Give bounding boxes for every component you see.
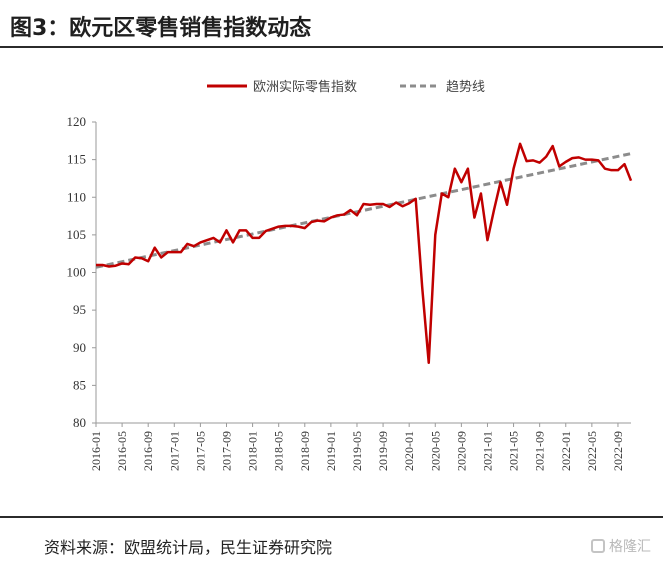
axes: 80 85 90 95 100 105 110 115 120 2016-01 2016-05 201… (67, 114, 631, 471)
y-tick-label: 110 (67, 189, 86, 204)
x-tick-label: 2017-09 (219, 431, 233, 471)
y-tick-label: 100 (67, 265, 87, 280)
x-tick-label: 2019-09 (376, 431, 390, 471)
legend-label-actual: 欧洲实际零售指数 (253, 79, 357, 95)
x-tick-label: 2018-05 (272, 431, 286, 471)
series-layer (95, 142, 633, 365)
y-tick-label: 85 (73, 377, 86, 392)
watermark-text: 格隆汇 (609, 539, 651, 555)
x-tick-label: 2018-09 (298, 431, 312, 471)
y-tick-label: 90 (73, 340, 86, 355)
x-tick-label: 2021-09 (533, 431, 547, 471)
series-line-actual-retail (96, 142, 633, 365)
x-tick-label: 2016-05 (115, 431, 129, 471)
y-tick-label: 95 (73, 302, 86, 317)
x-tick-label: 2022-09 (611, 431, 625, 471)
x-tick-label: 2016-01 (89, 431, 103, 471)
chart-title: 图3：欧元区零售销售指数动态 (10, 16, 312, 41)
y-tick-label: 80 (73, 415, 86, 430)
x-tick-label: 2018-01 (246, 431, 260, 471)
x-tick-label: 2020-09 (454, 431, 468, 471)
watermark: 格隆汇 (591, 536, 651, 556)
x-tick-label: 2019-01 (324, 431, 338, 471)
x-tick-label: 2022-05 (585, 431, 599, 471)
legend: 欧洲实际零售指数 趋势线 (207, 79, 485, 95)
x-tick-label: 2021-01 (480, 431, 494, 471)
x-tick-label: 2020-05 (428, 431, 442, 471)
source-note: 资料来源：欧盟统计局，民生证券研究院 (44, 538, 333, 557)
title-divider (0, 46, 663, 48)
footer-divider (0, 516, 663, 518)
trend-line (95, 152, 632, 269)
y-tick-label: 105 (67, 227, 87, 242)
x-tick-label: 2021-05 (507, 431, 521, 471)
x-tick-label: 2017-01 (167, 431, 181, 471)
y-tick-label: 120 (67, 114, 87, 129)
line-chart: 欧洲实际零售指数 趋势线 80 85 90 95 100 105 110 115 120 2016… (67, 79, 633, 471)
x-tick-label: 2016-09 (141, 431, 155, 471)
legend-label-trend: 趋势线 (446, 79, 485, 95)
x-tick-label: 2022-01 (559, 431, 573, 471)
y-tick-label: 115 (67, 152, 86, 167)
x-tick-label: 2020-01 (402, 431, 416, 471)
watermark-logo-icon (591, 539, 605, 553)
x-tick-label: 2017-05 (193, 431, 207, 471)
x-tick-label: 2019-05 (350, 431, 364, 471)
